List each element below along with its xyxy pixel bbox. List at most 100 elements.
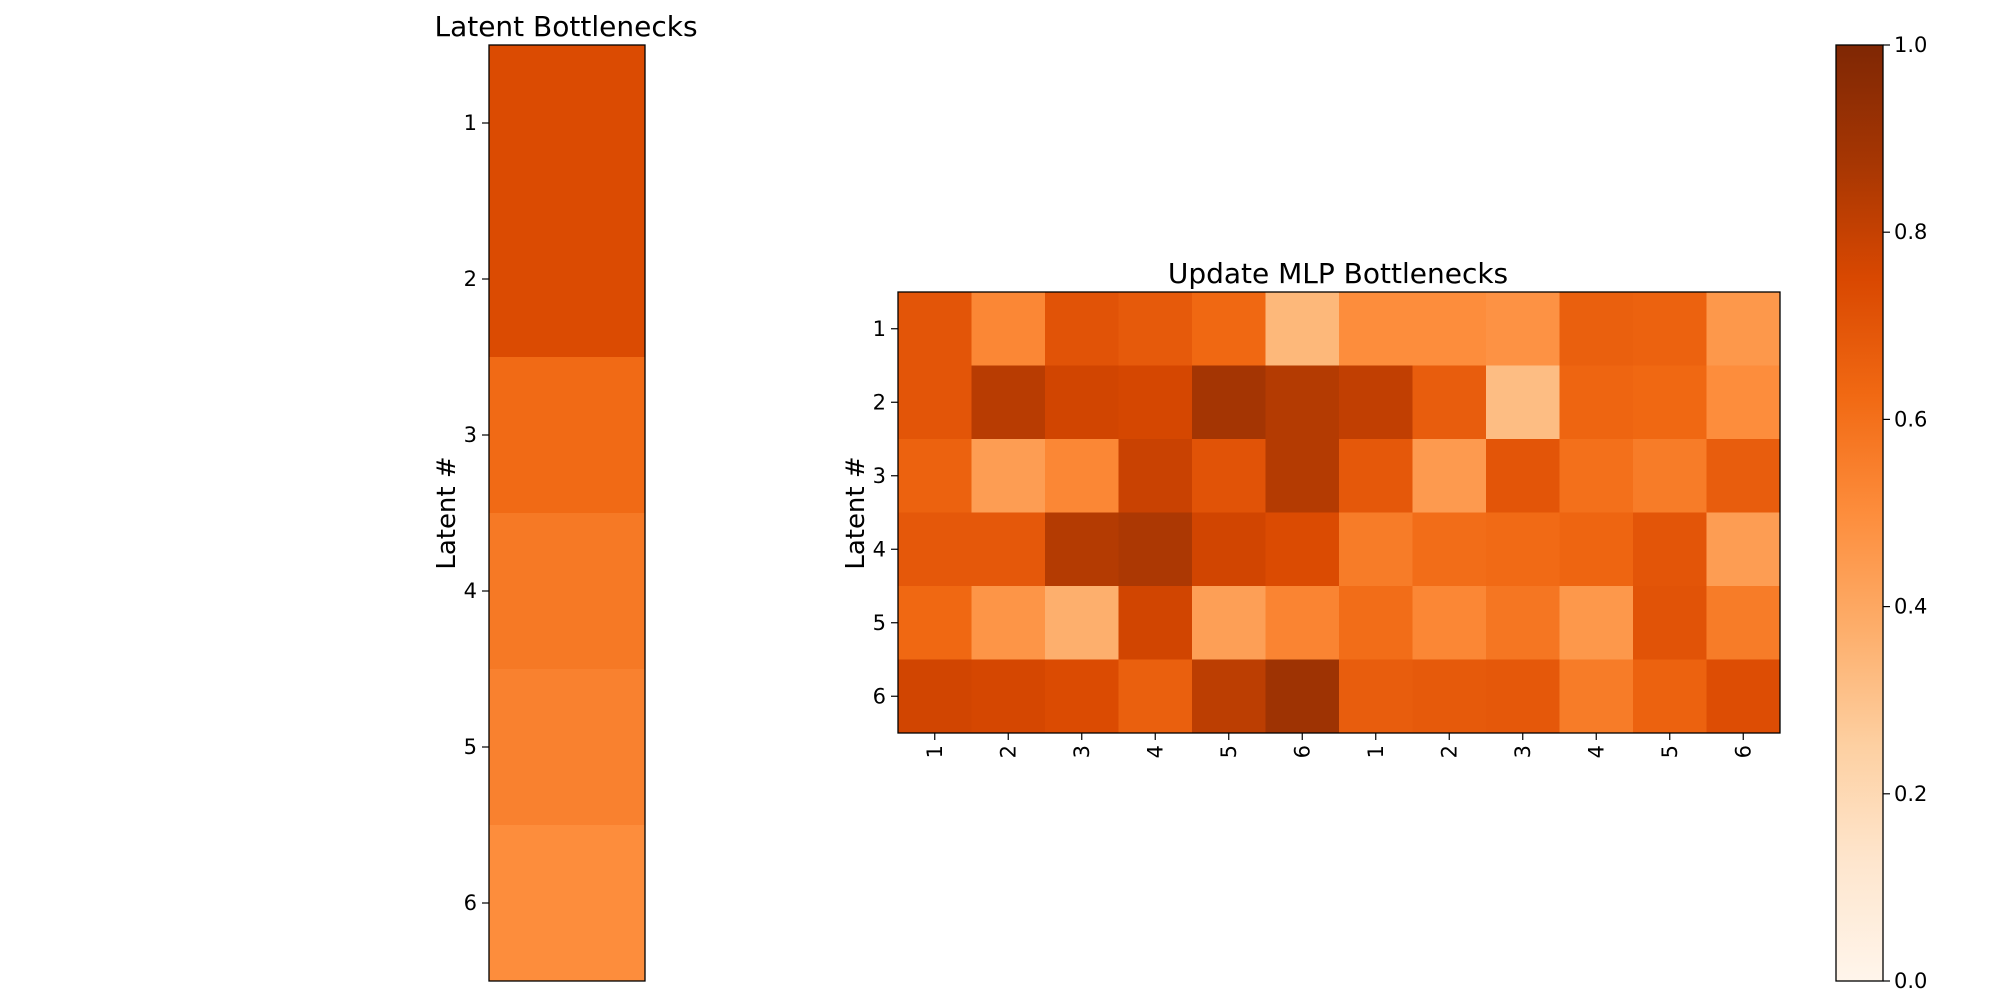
latent-heatmap-y-ticks: 1 2 3 4 5 6 [464, 111, 489, 915]
latent-ytick-label: 5 [464, 735, 477, 759]
mlp-cell-r1-c4 [1118, 292, 1193, 366]
mlp-cell-r5-c11 [1633, 586, 1707, 660]
mlp-cell-r1-c3 [1045, 292, 1119, 366]
latent-cell-r5-c1 [489, 669, 646, 826]
mlp-cell-r2-c10 [1559, 365, 1634, 440]
mlp-cell-r1-c12 [1706, 292, 1781, 366]
mlp-xtick-label: 5 [1658, 745, 1682, 758]
colorbar-gradient [1835, 44, 1884, 982]
mlp-cell-r2-c5 [1192, 365, 1266, 440]
mlp-cell-r4-c10 [1559, 512, 1634, 587]
mlp-cell-r3-c9 [1486, 439, 1560, 513]
mlp-cell-r3-c4 [1118, 439, 1193, 513]
latent-heatmap-cells [489, 45, 646, 982]
mlp-xtick-label: 5 [1217, 745, 1241, 758]
mlp-ytick-label: 1 [873, 317, 886, 341]
mlp-xtick-label: 3 [1070, 745, 1094, 758]
mlp-heatmap-x-ticks: 1 2 3 4 5 6 1 2 3 4 5 6 [923, 733, 1755, 758]
mlp-cell-r2-c3 [1045, 365, 1119, 440]
mlp-cell-r2-c1 [898, 365, 972, 440]
mlp-cell-r4-c3 [1045, 512, 1119, 587]
latent-bottlenecks-heatmap: Latent Bottlenecks Latent # 1 2 3 4 5 6 [432, 10, 698, 982]
mlp-cell-r5-c2 [971, 586, 1046, 660]
mlp-cell-r1-c5 [1192, 292, 1266, 366]
mlp-cell-r5-c10 [1559, 586, 1634, 660]
mlp-xtick-label: 3 [1511, 745, 1535, 758]
mlp-cell-r1-c8 [1412, 292, 1487, 366]
latent-ytick-label: 1 [464, 111, 477, 135]
mlp-cell-r3-c6 [1265, 439, 1340, 513]
mlp-cell-r5-c6 [1265, 586, 1340, 660]
latent-cell-r4-c1 [489, 513, 646, 670]
mlp-cell-r3-c8 [1412, 439, 1487, 513]
latent-cell-r6-c1 [489, 825, 646, 982]
mlp-cell-r6-c6 [1265, 659, 1340, 734]
mlp-cell-r3-c7 [1339, 439, 1413, 513]
mlp-xtick-label: 2 [1437, 745, 1461, 758]
latent-ytick-label: 6 [464, 891, 477, 915]
mlp-cell-r5-c7 [1339, 586, 1413, 660]
mlp-cell-r2-c8 [1412, 365, 1487, 440]
mlp-heatmap-y-ticks: 1 2 3 4 5 6 [873, 317, 898, 708]
mlp-cell-r5-c4 [1118, 586, 1193, 660]
latent-heatmap-frame [488, 44, 646, 982]
mlp-cell-r3-c1 [898, 439, 972, 513]
mlp-cell-r6-c3 [1045, 659, 1119, 734]
latent-cell-r1-c1 [489, 45, 646, 202]
mlp-cell-r2-c12 [1706, 365, 1781, 440]
latent-ytick-label: 2 [464, 267, 477, 291]
mlp-cell-r4-c2 [971, 512, 1046, 587]
mlp-cell-r4-c8 [1412, 512, 1487, 587]
mlp-ytick-label: 6 [873, 684, 886, 708]
mlp-ytick-label: 2 [873, 390, 886, 414]
mlp-cell-r5-c12 [1706, 586, 1781, 660]
mlp-cell-r2-c6 [1265, 365, 1340, 440]
mlp-heatmap-frame [897, 291, 1781, 734]
mlp-cell-r6-c2 [971, 659, 1046, 734]
mlp-cell-r5-c9 [1486, 586, 1560, 660]
mlp-cell-r6-c11 [1633, 659, 1707, 734]
update-mlp-bottlenecks-heatmap: Update MLP Bottlenecks Latent # 1 2 3 4 5 6 1… [841, 257, 1781, 758]
latent-ytick-label: 4 [464, 579, 477, 603]
mlp-cell-r2-c4 [1118, 365, 1193, 440]
colorbar-tick-label: 0.8 [1894, 220, 1927, 244]
mlp-cell-r2-c11 [1633, 365, 1707, 440]
mlp-cell-r6-c4 [1118, 659, 1193, 734]
mlp-cell-r1-c6 [1265, 292, 1340, 366]
mlp-cell-r5-c1 [898, 586, 972, 660]
mlp-cell-r3-c12 [1706, 439, 1781, 513]
latent-ytick-label: 3 [464, 423, 477, 447]
mlp-cell-r3-c11 [1633, 439, 1707, 513]
mlp-heatmap-title: Update MLP Bottlenecks [1168, 257, 1508, 290]
mlp-cell-r5-c8 [1412, 586, 1487, 660]
mlp-cell-r3-c3 [1045, 439, 1119, 513]
colorbar-tick-label: 0.0 [1894, 969, 1927, 993]
latent-cell-r3-c1 [489, 357, 646, 514]
mlp-xtick-label: 6 [1290, 745, 1314, 758]
latent-heatmap-ylabel: Latent # [432, 456, 462, 569]
colorbar-ticks: 0.0 0.2 0.4 0.6 0.8 1.0 [1883, 33, 1927, 993]
mlp-cell-r4-c9 [1486, 512, 1560, 587]
mlp-cell-r4-c11 [1633, 512, 1707, 587]
mlp-cell-r4-c7 [1339, 512, 1413, 587]
colorbar-tick-label: 0.6 [1894, 407, 1927, 431]
mlp-cell-r3-c10 [1559, 439, 1634, 513]
mlp-cell-r6-c9 [1486, 659, 1560, 734]
mlp-cell-r6-c7 [1339, 659, 1413, 734]
mlp-cell-r1-c9 [1486, 292, 1560, 366]
mlp-xtick-label: 4 [1143, 745, 1167, 758]
mlp-ytick-label: 5 [873, 611, 886, 635]
mlp-xtick-label: 6 [1731, 745, 1755, 758]
mlp-cell-r4-c12 [1706, 512, 1781, 587]
mlp-cell-r1-c10 [1559, 292, 1634, 366]
mlp-cell-r5-c5 [1192, 586, 1266, 660]
mlp-cell-r3-c2 [971, 439, 1046, 513]
mlp-cell-r2-c7 [1339, 365, 1413, 440]
mlp-ytick-label: 4 [873, 537, 886, 561]
mlp-cell-r4-c4 [1118, 512, 1193, 587]
mlp-cell-r2-c2 [971, 365, 1046, 440]
mlp-xtick-label: 4 [1584, 745, 1608, 758]
mlp-xtick-label: 1 [923, 745, 947, 758]
mlp-cell-r6-c8 [1412, 659, 1487, 734]
